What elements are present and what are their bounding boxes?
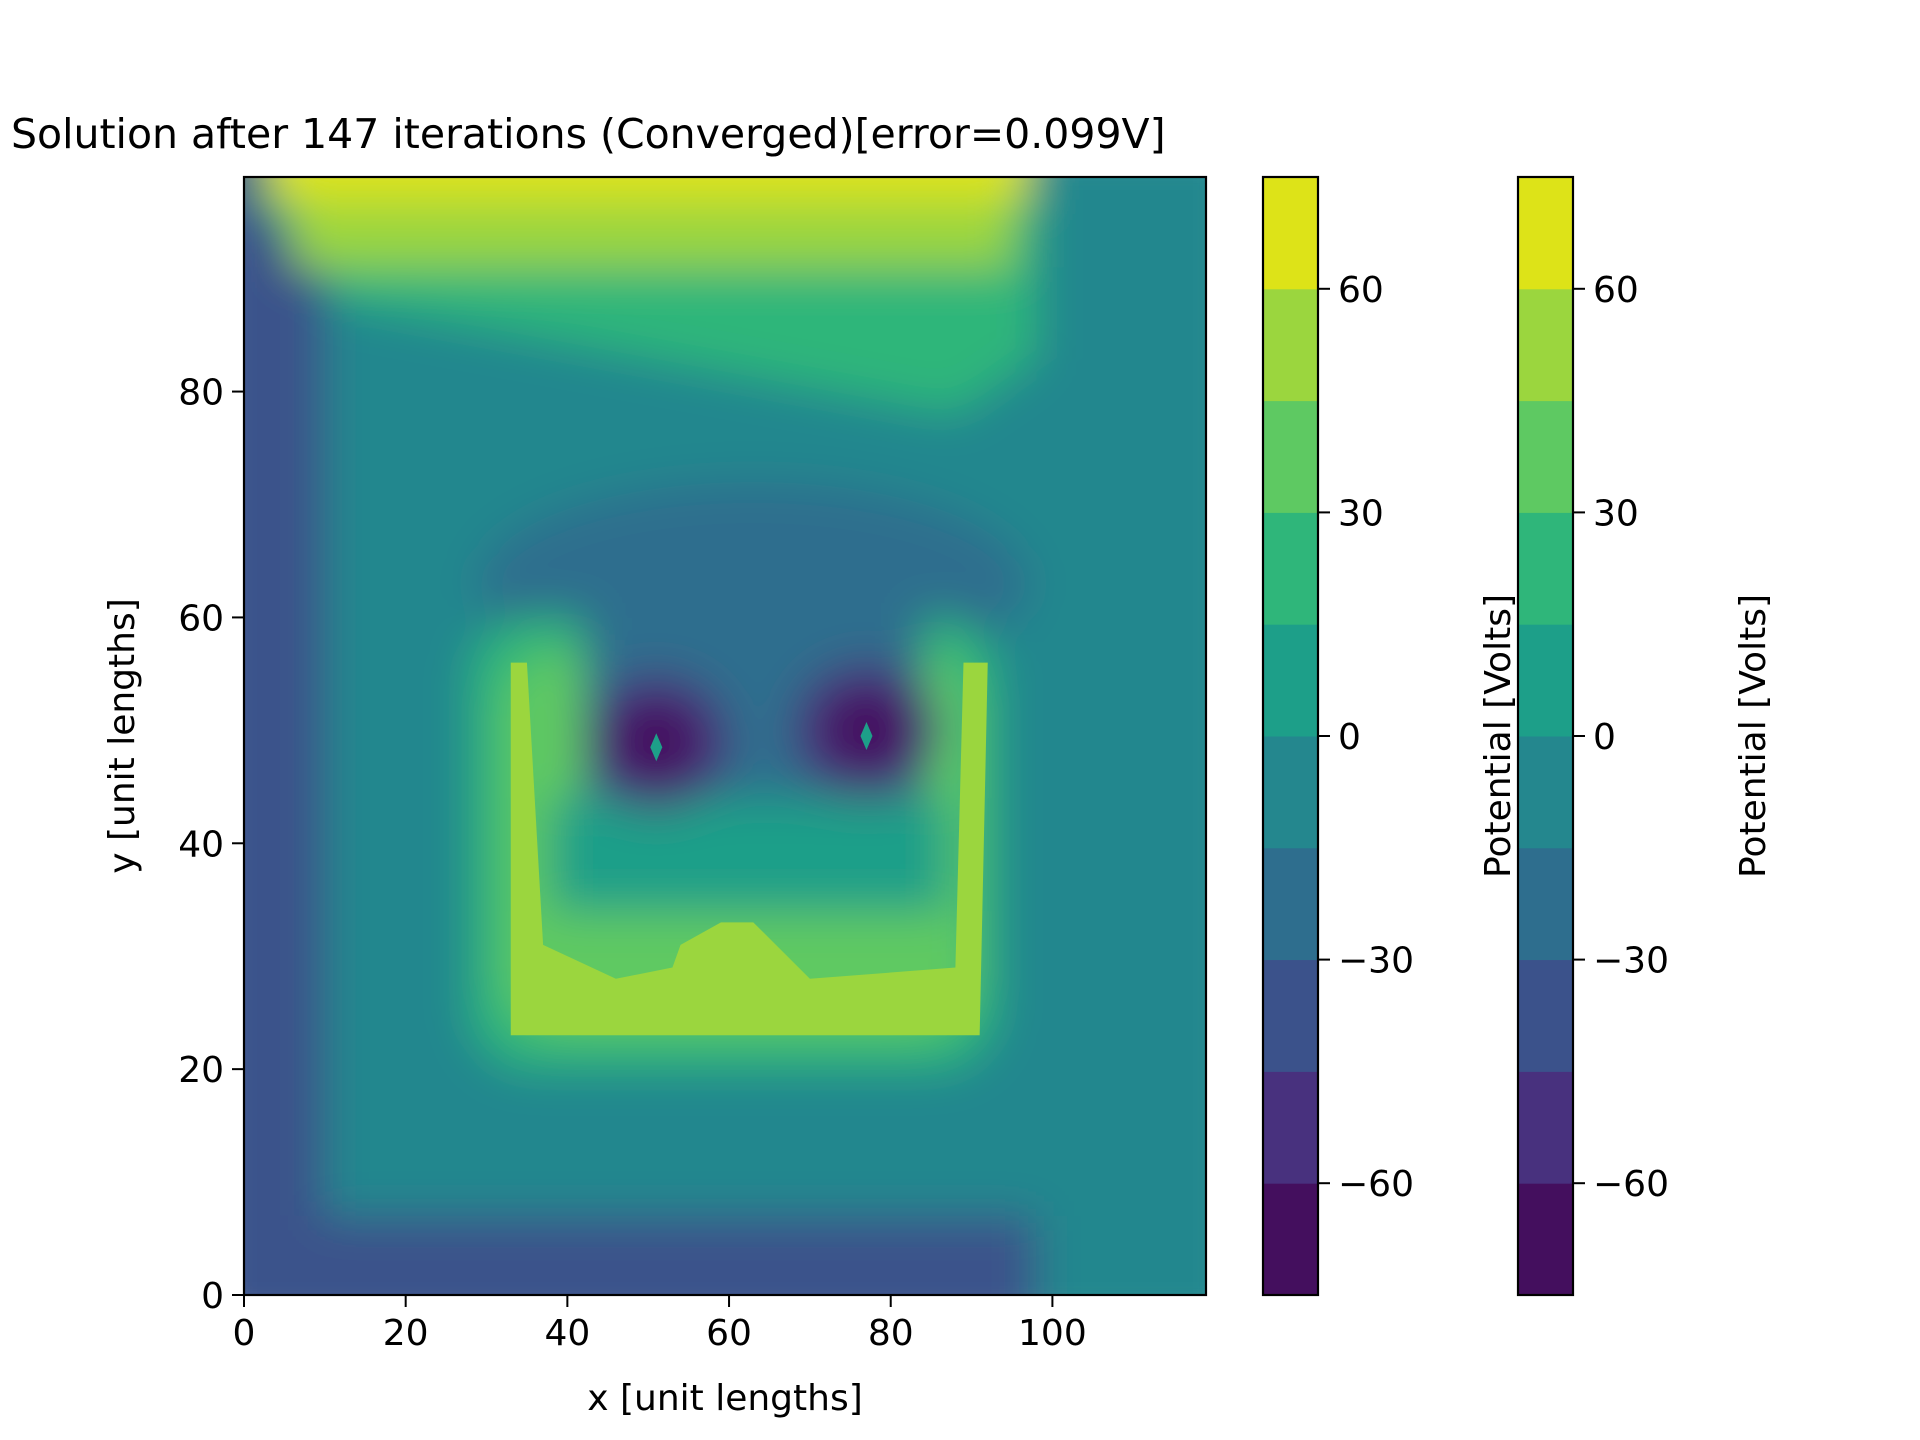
colorbar-tick-label: 30 [1593, 493, 1639, 534]
colorbar-segment [1263, 177, 1318, 290]
y-axis-label: y [unit lengths] [102, 598, 143, 874]
colorbar-segment [1518, 736, 1573, 849]
x-tick-label: 100 [1018, 1313, 1087, 1354]
colorbar-segment [1518, 847, 1573, 961]
colorbar-2: −60 −30 0 30 60 Potential [Volts] [1516, 175, 1774, 1297]
x-tick-label: 60 [706, 1313, 752, 1354]
colorbar-label: Potential [Volts] [1733, 594, 1774, 878]
colorbar-tick-label: 60 [1593, 270, 1639, 311]
chart-title: Solution after 147 iterations (Converged… [11, 110, 1166, 158]
colorbar-segment [1518, 177, 1573, 290]
x-tick-label: 20 [383, 1313, 429, 1354]
y-tick-label: 0 [201, 1276, 224, 1317]
x-tick-label: 40 [544, 1313, 590, 1354]
colorbar-segment [1263, 400, 1318, 513]
electrode-centre-2 [860, 722, 873, 750]
u-electrode [510, 662, 988, 1036]
x-axis: 0 20 40 60 80 100 [233, 1295, 1087, 1354]
x-tick-label: 0 [233, 1313, 256, 1354]
electrode-spots [510, 662, 988, 1036]
colorbar-segment [1518, 959, 1573, 1072]
colorbar-segment [1263, 288, 1318, 402]
colorbar-tick-label: −30 [1338, 941, 1414, 982]
y-tick-label: 60 [178, 598, 224, 639]
x-tick-label: 80 [868, 1313, 914, 1354]
electrode-centre-1 [650, 733, 663, 762]
colorbar-segment [1263, 847, 1318, 961]
y-tick-label: 20 [178, 1050, 224, 1091]
colorbar-segment [1263, 624, 1318, 737]
colorbar-tick-label: −30 [1593, 941, 1669, 982]
colorbar-segment [1263, 959, 1318, 1072]
colorbar-tick-label: 0 [1593, 717, 1616, 758]
colorbar-segment [1518, 288, 1573, 402]
x-axis-label: x [unit lengths] [587, 1378, 863, 1419]
y-axis: 0 20 40 60 80 [178, 373, 244, 1317]
colorbar-tick-label: −60 [1338, 1164, 1414, 1205]
colorbar-tick-label: 30 [1338, 493, 1384, 534]
colorbar-tick-label: 0 [1338, 717, 1361, 758]
colorbar-1: −60 −30 0 30 60 Potential [Volts] [1261, 175, 1519, 1297]
colorbar-segment [1263, 736, 1318, 849]
y-tick-label: 80 [178, 373, 224, 414]
plot-area: 0 20 40 60 80 100 0 20 40 60 80 [178, 175, 1208, 1354]
colorbar-segment [1263, 1071, 1318, 1184]
potential-field [244, 177, 1206, 1295]
colorbar-label: Potential [Volts] [1478, 594, 1519, 878]
colorbar-tick-label: −60 [1593, 1164, 1669, 1205]
colorbar-segment [1518, 1071, 1573, 1184]
colorbar-tick-label: 60 [1338, 270, 1384, 311]
colorbar-segment [1263, 1183, 1318, 1296]
plot-frame [242, 175, 1208, 1297]
colorbar-segment [1263, 512, 1318, 625]
y-tick-label: 40 [178, 824, 224, 865]
colorbar-segment [1518, 624, 1573, 737]
colorbar-segment [1518, 400, 1573, 513]
colorbar-segment [1518, 512, 1573, 625]
colorbar-segment [1518, 1183, 1573, 1296]
